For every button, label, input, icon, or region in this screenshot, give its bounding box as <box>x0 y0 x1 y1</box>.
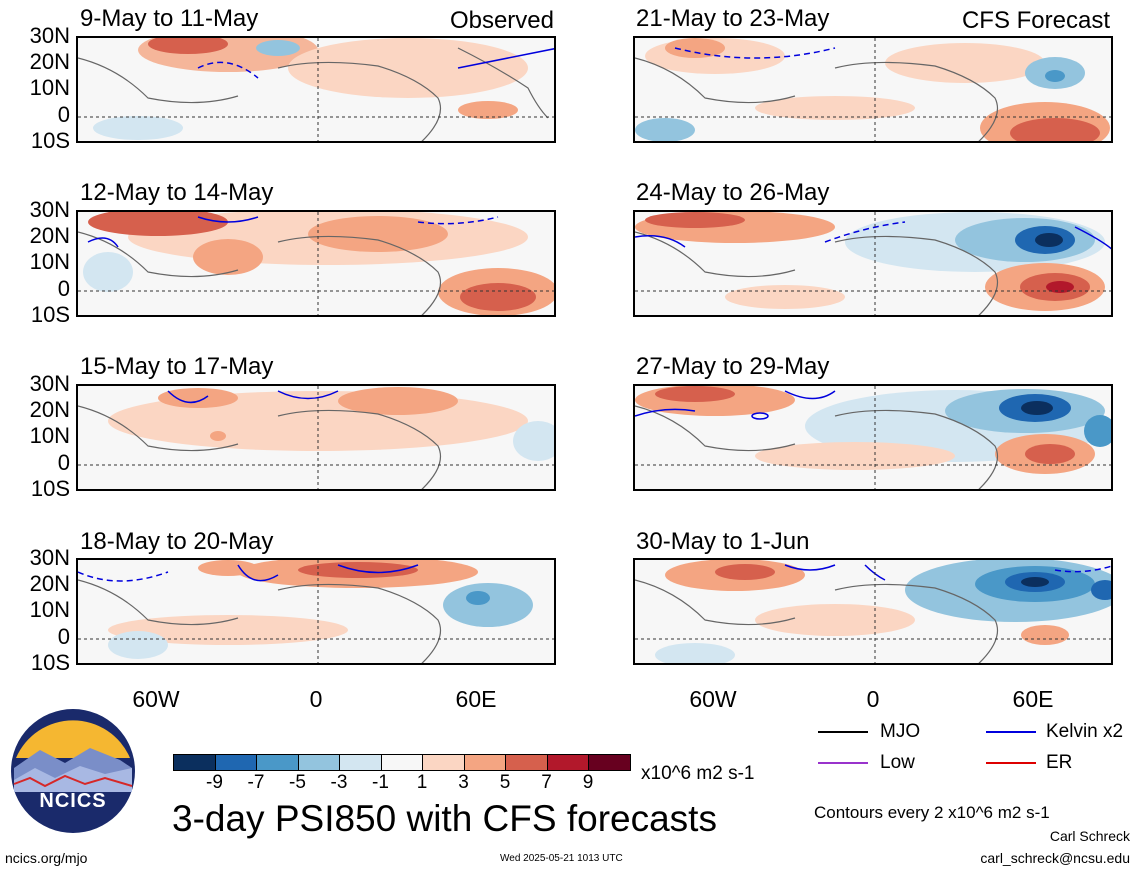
lat-label: 10N <box>29 597 70 622</box>
colorbar-swatch <box>505 754 548 771</box>
lat-label: 20N <box>29 397 70 422</box>
map-panel-forecast-3 <box>633 384 1113 491</box>
colorbar-label: 3 <box>458 772 469 793</box>
panel-title-7: 27-May to 29-May <box>636 353 830 380</box>
lat-label: 30N <box>29 545 70 570</box>
colorbar-label: -1 <box>372 772 389 793</box>
colorbar-label: 1 <box>416 772 428 793</box>
observed-label: Observed <box>449 7 554 34</box>
panel-title-1: 9-May to 11-May <box>80 5 259 32</box>
colorbar-label: -5 <box>289 772 306 793</box>
map-panel-observed-1 <box>76 36 556 143</box>
legend-mjo-label: MJO <box>880 721 921 742</box>
lat-label: 10N <box>29 423 70 448</box>
colorbar-label: 9 <box>582 772 594 793</box>
colorbar-swatch <box>214 754 257 771</box>
lon-label-60w-right: 60W <box>689 686 737 712</box>
main-title: 3-day PSI850 with CFS forecasts <box>172 798 717 839</box>
map-panel-forecast-1 <box>633 36 1113 143</box>
colorbar-label: -7 <box>247 772 265 793</box>
lat-label: 20N <box>29 49 70 74</box>
colorbar-swatch <box>463 754 506 771</box>
colorbar-swatch <box>173 754 216 771</box>
legend-er-line <box>986 762 1036 764</box>
timestamp: Wed 2025-05-21 1013 UTC <box>500 853 623 864</box>
colorbar-units: x10^6 m2 s-1 <box>641 763 755 784</box>
lat-label: 20N <box>29 223 70 248</box>
colorbar-swatch <box>339 754 382 771</box>
panel-title-5: 21-May to 23-May <box>636 5 830 32</box>
lat-label: 30N <box>29 23 70 48</box>
logo-text: NCICS <box>39 790 107 812</box>
panel-title-8: 30-May to 1-Jun <box>636 528 810 555</box>
email: carl_schreck@ncsu.edu <box>980 850 1130 866</box>
lat-label: 0 <box>57 102 70 127</box>
lat-label: 20N <box>29 571 70 596</box>
map-panel-observed-3 <box>76 384 556 491</box>
lon-label-60w-left: 60W <box>132 686 180 712</box>
lat-label: 0 <box>57 624 70 649</box>
legend-kelvin-line <box>986 731 1036 733</box>
forecast-label: CFS Forecast <box>961 7 1110 34</box>
map-panel-observed-4 <box>76 558 556 665</box>
colorbar-swatch <box>422 754 465 771</box>
lat-label: 30N <box>29 371 70 396</box>
map-panel-forecast-2 <box>633 210 1113 317</box>
colorbar-swatch <box>588 754 631 771</box>
colorbar-swatch <box>546 754 589 771</box>
map-panel-observed-2 <box>76 210 556 317</box>
colorbar-label: -9 <box>206 772 223 793</box>
panel-title-6: 24-May to 26-May <box>636 179 830 206</box>
colorbar-swatch <box>256 754 299 771</box>
lat-label: 10N <box>29 249 70 274</box>
lat-label: 10N <box>29 75 70 100</box>
panel-title-4: 18-May to 20-May <box>80 528 274 555</box>
colorbar-swatch <box>297 754 340 771</box>
colorbar-label: -3 <box>330 772 348 793</box>
author: Carl Schreck <box>1049 828 1130 844</box>
lon-label-0-left: 0 <box>309 686 323 712</box>
lat-label: 0 <box>57 450 70 475</box>
contours-note: Contours every 2 x10^6 m2 s-1 <box>814 803 1050 822</box>
lat-label: 10S <box>30 476 70 501</box>
legend-er-label: ER <box>1046 752 1073 773</box>
legend-kelvin-label: Kelvin x2 <box>1046 721 1124 742</box>
lon-label-60e-right: 60E <box>1012 686 1054 712</box>
legend-mjo-line <box>818 731 868 733</box>
lon-label-0-right: 0 <box>866 686 880 712</box>
map-panel-forecast-4 <box>633 558 1113 665</box>
colorbar-label: 5 <box>499 772 511 793</box>
legend-low-line <box>818 762 868 764</box>
website-link[interactable]: ncics.org/mjo <box>5 850 88 866</box>
colorbar-swatch <box>380 754 423 771</box>
lat-label: 10S <box>30 128 70 153</box>
lat-label: 10S <box>30 302 70 327</box>
legend-low-label: Low <box>880 752 915 773</box>
ncics-logo: NCICS <box>10 708 136 834</box>
colorbar-label: 7 <box>541 772 552 793</box>
lat-label: 30N <box>29 197 70 222</box>
panel-title-3: 15-May to 17-May <box>80 353 274 380</box>
lat-label: 10S <box>30 650 70 675</box>
lon-label-60e-left: 60E <box>455 686 497 712</box>
panel-title-2: 12-May to 14-May <box>80 179 274 206</box>
lat-label: 0 <box>57 276 70 301</box>
